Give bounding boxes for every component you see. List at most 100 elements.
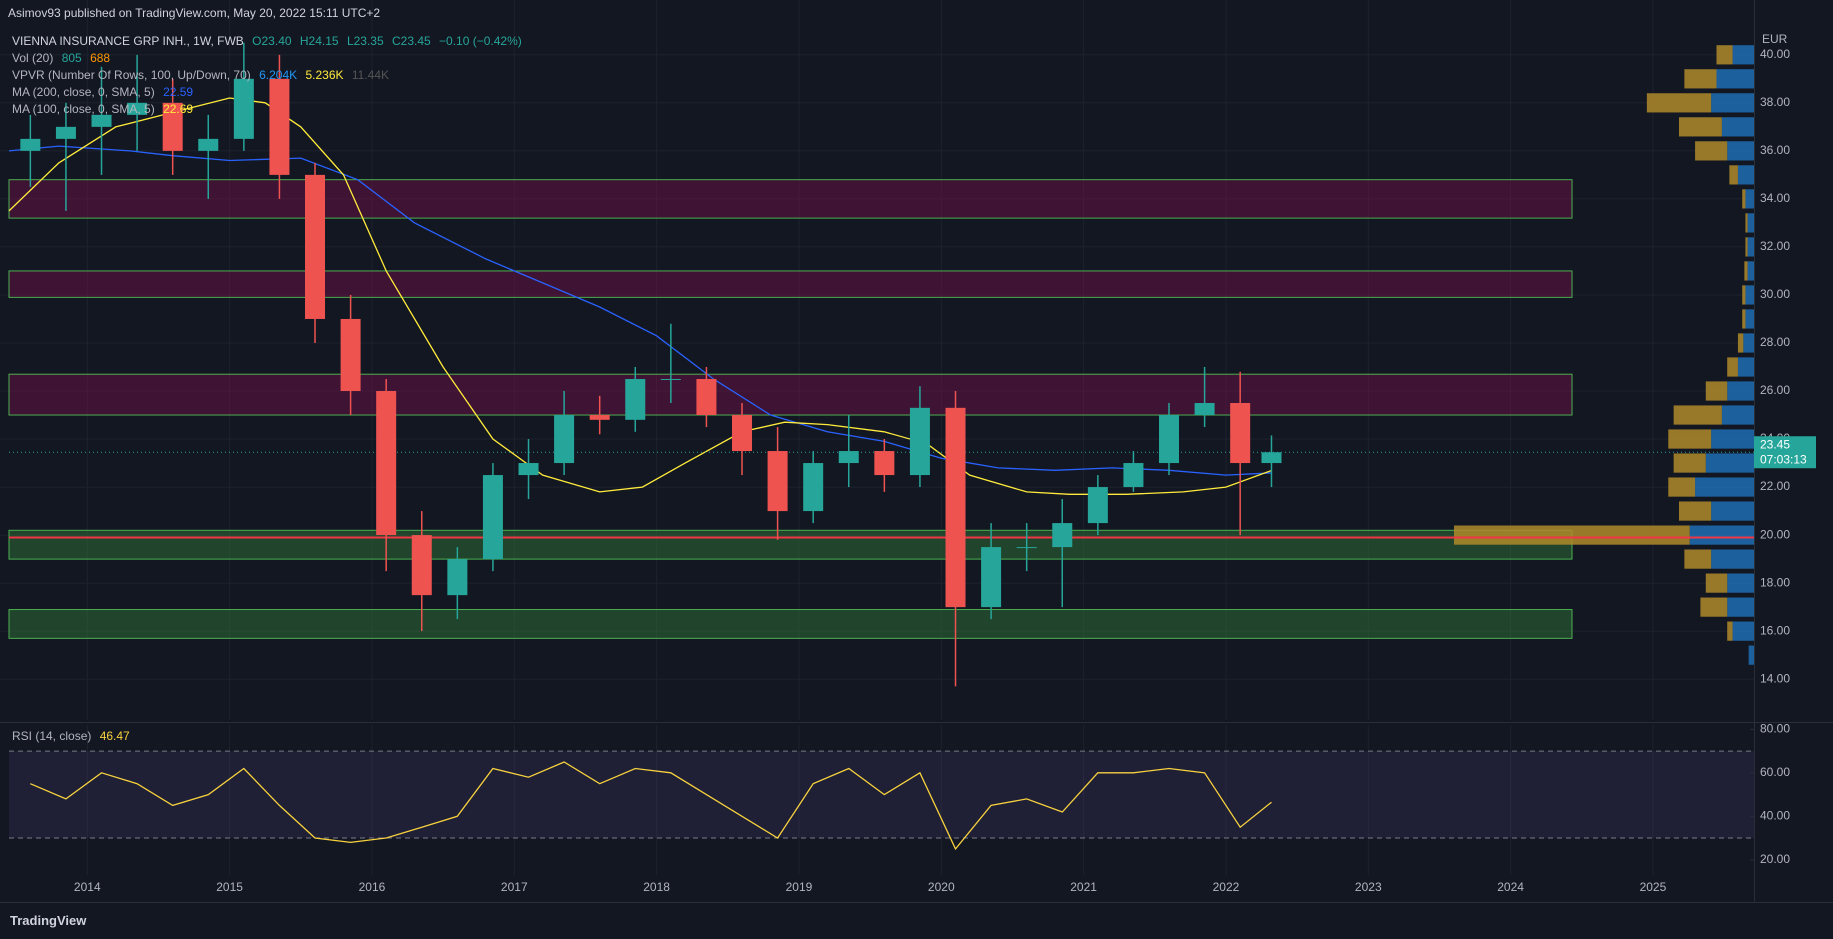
profile-down: [1454, 525, 1690, 545]
y-tick-label: 16.00: [1760, 623, 1790, 637]
indicator-name: MA (100, close, 0, SMA, 5): [12, 102, 155, 116]
profile-up: [1747, 237, 1754, 257]
profile-down: [1742, 309, 1746, 329]
indicator-value: 805: [61, 51, 82, 65]
profile-down: [1727, 357, 1738, 377]
y-tick-label: 40.00: [1760, 47, 1790, 61]
profile-down: [1742, 189, 1746, 209]
ohlc: O23.40: [252, 34, 292, 48]
profile-up: [1689, 525, 1754, 545]
candle-body: [127, 102, 148, 115]
attribution: Asimov93 published on TradingView.com, M…: [8, 6, 381, 20]
profile-down: [1668, 477, 1696, 497]
x-tick-label: 2023: [1355, 880, 1382, 894]
y-tick-label: 36.00: [1760, 143, 1790, 157]
zone: [8, 529, 1573, 560]
candle-body: [233, 78, 254, 139]
rsi-line: [30, 761, 1272, 851]
zone: [8, 609, 1573, 639]
profile-down: [1705, 381, 1728, 401]
profile-up: [1727, 573, 1754, 593]
candle-body: [55, 126, 76, 139]
candle-body: [1123, 463, 1144, 488]
profile-down: [1729, 165, 1738, 185]
profile-up: [1737, 357, 1754, 377]
candle-body: [482, 475, 503, 560]
profile-down: [1700, 597, 1728, 617]
indicator-name: RSI (14, close): [12, 729, 92, 743]
profile-up: [1705, 453, 1754, 473]
brand: TradingView: [10, 913, 87, 928]
profile-up: [1727, 381, 1754, 401]
profile-up: [1716, 69, 1754, 89]
rsi-band: [9, 751, 1754, 839]
profile-down: [1673, 453, 1706, 473]
profile-up: [1711, 93, 1754, 113]
zone: [8, 373, 1573, 416]
candle-body: [198, 138, 219, 151]
profile-down: [1745, 213, 1748, 233]
profile-up: [1711, 549, 1754, 569]
profile-up: [1732, 621, 1754, 641]
profile-up: [1721, 117, 1754, 137]
indicator-value: 22.69: [163, 102, 194, 116]
legend-row: MA (100, close, 0, SMA, 5) 22.69: [12, 102, 198, 116]
profile-down: [1705, 573, 1728, 593]
candle-body: [20, 138, 41, 151]
price-tag: [1754, 436, 1816, 469]
profile-up: [1727, 597, 1754, 617]
x-tick-label: 2017: [501, 880, 528, 894]
x-tick-label: 2015: [216, 880, 243, 894]
profile-up: [1695, 477, 1754, 497]
currency: EUR: [1762, 32, 1788, 46]
x-tick-label: 2022: [1213, 880, 1240, 894]
indicator-value: 22.59: [163, 85, 194, 99]
profile-down: [1679, 501, 1712, 521]
y-tick-label: 20.00: [1760, 527, 1790, 541]
profile-up: [1721, 405, 1754, 425]
candle-body: [447, 559, 468, 596]
profile-down: [1684, 69, 1717, 89]
profile-up: [1711, 429, 1754, 449]
profile-down: [1684, 549, 1712, 569]
candle-body: [1052, 523, 1073, 548]
y-tick-label: 32.00: [1760, 239, 1790, 253]
price-tag-value: 23.45: [1760, 437, 1790, 451]
ma-line: [8, 145, 1272, 476]
candle-body: [589, 415, 610, 420]
x-tick-label: 2016: [359, 880, 386, 894]
candle-body: [981, 547, 1002, 608]
legend-row: RSI (14, close) 46.47: [12, 729, 135, 743]
profile-down: [1742, 285, 1746, 305]
candle-body: [803, 463, 824, 512]
candle-body: [696, 379, 717, 416]
profile-down: [1745, 237, 1748, 257]
x-tick-label: 2014: [74, 880, 101, 894]
candle-body: [874, 451, 895, 476]
symbol: VIENNA INSURANCE GRP INH., 1W, FWB: [12, 34, 244, 48]
candle-body: [1159, 415, 1180, 464]
candle-body: [305, 174, 326, 319]
x-tick-label: 2021: [1070, 880, 1097, 894]
profile-down: [1727, 621, 1733, 641]
indicator-name: VPVR (Number Of Rows, 100, Up/Down, 70): [12, 68, 251, 82]
y-tick-label: 26.00: [1760, 383, 1790, 397]
candle-body: [660, 379, 681, 381]
profile-up: [1748, 645, 1754, 665]
indicator-value: 6.204K: [259, 68, 298, 82]
y-tick-label: 20.00: [1760, 852, 1790, 866]
candle-body: [838, 451, 859, 464]
ohlc: C23.45: [391, 34, 431, 48]
profile-down: [1716, 45, 1733, 65]
profile-down: [1695, 141, 1728, 161]
profile-down: [1646, 93, 1712, 113]
footer: TradingView: [0, 902, 1833, 939]
profile-up: [1745, 309, 1754, 329]
candle-body: [1087, 487, 1108, 524]
candle-body: [1016, 547, 1037, 549]
ohlc: H24.15: [299, 34, 339, 48]
indicator-value: 46.47: [99, 729, 130, 743]
x-tick-label: 2020: [928, 880, 955, 894]
